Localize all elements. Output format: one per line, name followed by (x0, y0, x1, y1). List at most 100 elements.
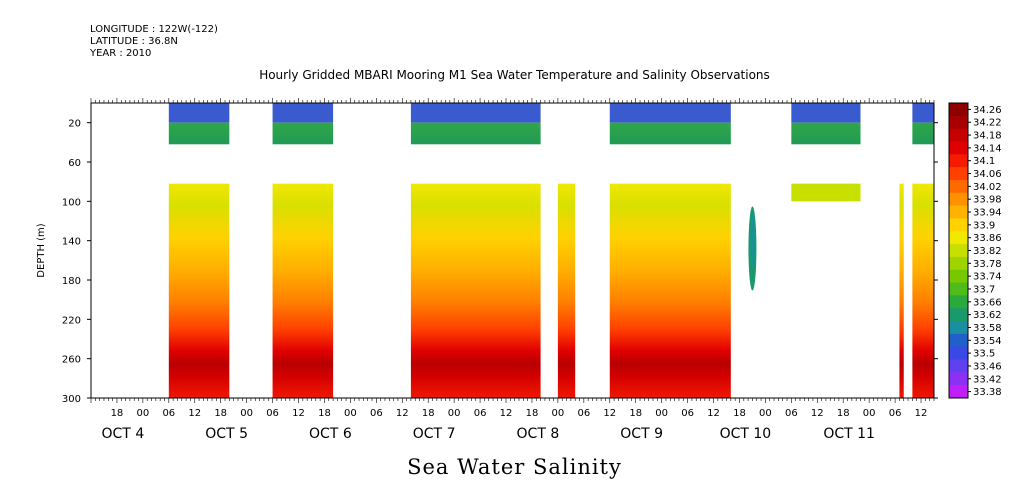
surface-band-lower (609, 122, 731, 145)
x-day-label: OCT 11 (823, 426, 875, 442)
y-tick-label: 300 (62, 394, 81, 405)
x-hour-label: 00 (759, 408, 772, 419)
x-hour-label: 00 (552, 408, 565, 419)
x-day-label: OCT 9 (620, 426, 663, 442)
x-day-label: OCT 10 (720, 426, 772, 442)
colorbar-swatch (949, 256, 968, 271)
x-day-label: OCT 7 (413, 426, 456, 442)
surface-band-upper (272, 103, 334, 123)
colorbar-swatch (949, 282, 968, 296)
colorbar-label: 34.22 (973, 118, 1002, 129)
colorbar-label: 33.78 (973, 259, 1002, 270)
y-tick-label: 100 (62, 197, 81, 208)
deep-salinity-field (557, 183, 576, 398)
deep-salinity-field (912, 183, 934, 398)
colorbar-label: 34.1 (973, 156, 995, 167)
x-hour-label: 18 (422, 408, 435, 419)
x-hour-label: 18 (318, 408, 331, 419)
x-hour-label: 12 (396, 408, 409, 419)
y-tick-label: 140 (62, 237, 81, 248)
colorbar-label: 33.58 (973, 323, 1002, 334)
colorbar-swatch (949, 269, 968, 284)
colorbar-label: 33.94 (973, 208, 1002, 219)
deep-salinity-field (899, 183, 904, 398)
surface-band-lower (791, 122, 861, 145)
colorbar-swatch (949, 179, 968, 194)
colorbar-swatch (949, 385, 968, 399)
colorbar-swatch (949, 295, 968, 309)
surface-band-lower (272, 122, 334, 145)
colorbar-swatch (949, 167, 968, 181)
colorbar-swatch (949, 244, 968, 258)
y-tick-label: 20 (68, 119, 81, 130)
chart-title: Hourly Gridded MBARI Mooring M1 Sea Wate… (259, 68, 770, 82)
plot-frame (90, 102, 935, 399)
colorbar-label: 33.9 (973, 220, 995, 231)
x-hour-label: 12 (500, 408, 513, 419)
surface-band-upper (609, 103, 731, 123)
surface-band-upper (410, 103, 541, 123)
x-hour-label: 06 (162, 408, 175, 419)
x-hour-label: 06 (266, 408, 279, 419)
colorbar-label: 34.18 (973, 131, 1002, 142)
x-hour-label: 12 (292, 408, 305, 419)
colorbar-label: 34.26 (973, 105, 1002, 116)
colorbar-swatch (949, 115, 968, 130)
x-hour-label: 18 (629, 408, 642, 419)
deep-salinity-field (272, 183, 334, 398)
x-day-label: OCT 5 (205, 426, 248, 442)
colorbar-label: 33.82 (973, 246, 1002, 257)
colorbar-swatch (949, 308, 968, 322)
surface-band-upper (912, 103, 934, 123)
y-tick-label: 260 (62, 355, 81, 366)
colorbar-label: 34.14 (973, 143, 1002, 154)
axes: 20 60 100 140 180 220 260 300 DEPTH (m) 18 00 06 12 1… (36, 98, 938, 442)
colorbar-swatch (949, 141, 968, 155)
colorbar-label: 33.5 (973, 349, 995, 360)
x-hour-label: 18 (526, 408, 539, 419)
x-hour-label: 00 (344, 408, 357, 419)
x-day-label: OCT 6 (309, 426, 352, 442)
surface-band-lower (410, 122, 541, 145)
colorbar-swatch (949, 103, 968, 117)
colorbar-label: 33.42 (973, 374, 1002, 385)
colorbar-swatch (949, 321, 968, 335)
colorbar-swatch (949, 154, 968, 168)
colorbar-label: 33.66 (973, 297, 1002, 308)
colorbar-swatch (949, 359, 968, 373)
colorbar-label: 33.54 (973, 336, 1002, 347)
surface-band-upper (791, 103, 861, 123)
surface-band-lower (912, 122, 934, 145)
colorbar-swatch (949, 205, 968, 219)
x-hour-label: 06 (474, 408, 487, 419)
y-tick-label: 60 (68, 158, 81, 169)
x-hour-label: 12 (915, 408, 928, 419)
y-axis-label: DEPTH (m) (36, 223, 47, 277)
x-axis-title: Sea Water Salinity (407, 455, 622, 479)
deep-salinity-field (168, 183, 230, 398)
year-label: YEAR : 2010 (90, 48, 152, 59)
x-hour-label: 06 (577, 408, 590, 419)
longitude-label: LONGITUDE : 122W(-122) (90, 24, 218, 35)
x-hour-label: 00 (240, 408, 253, 419)
x-hour-label: 18 (111, 408, 124, 419)
x-hour-label: 00 (655, 408, 668, 419)
colorbar-swatch (949, 231, 968, 245)
dataset-metadata: LONGITUDE : 122W(-122) LATITUDE : 36.8N … (90, 24, 218, 60)
surface-band-lower (168, 122, 230, 145)
deep-salinity-field (791, 183, 861, 202)
colorbar-swatch (949, 218, 968, 232)
x-day-label: OCT 4 (102, 426, 145, 442)
x-hour-label: 06 (889, 408, 902, 419)
x-hour-label: 06 (785, 408, 798, 419)
colorbar-swatch (949, 372, 968, 386)
x-hour-label: 18 (733, 408, 746, 419)
deep-salinity-field (410, 183, 541, 398)
colorbar-swatch (949, 346, 968, 361)
y-tick-label: 180 (62, 276, 81, 287)
x-hour-label: 18 (214, 408, 227, 419)
colorbar-label: 34.02 (973, 182, 1002, 193)
y-tick-label: 220 (62, 315, 81, 326)
colorbar-label: 34.06 (973, 169, 1002, 180)
